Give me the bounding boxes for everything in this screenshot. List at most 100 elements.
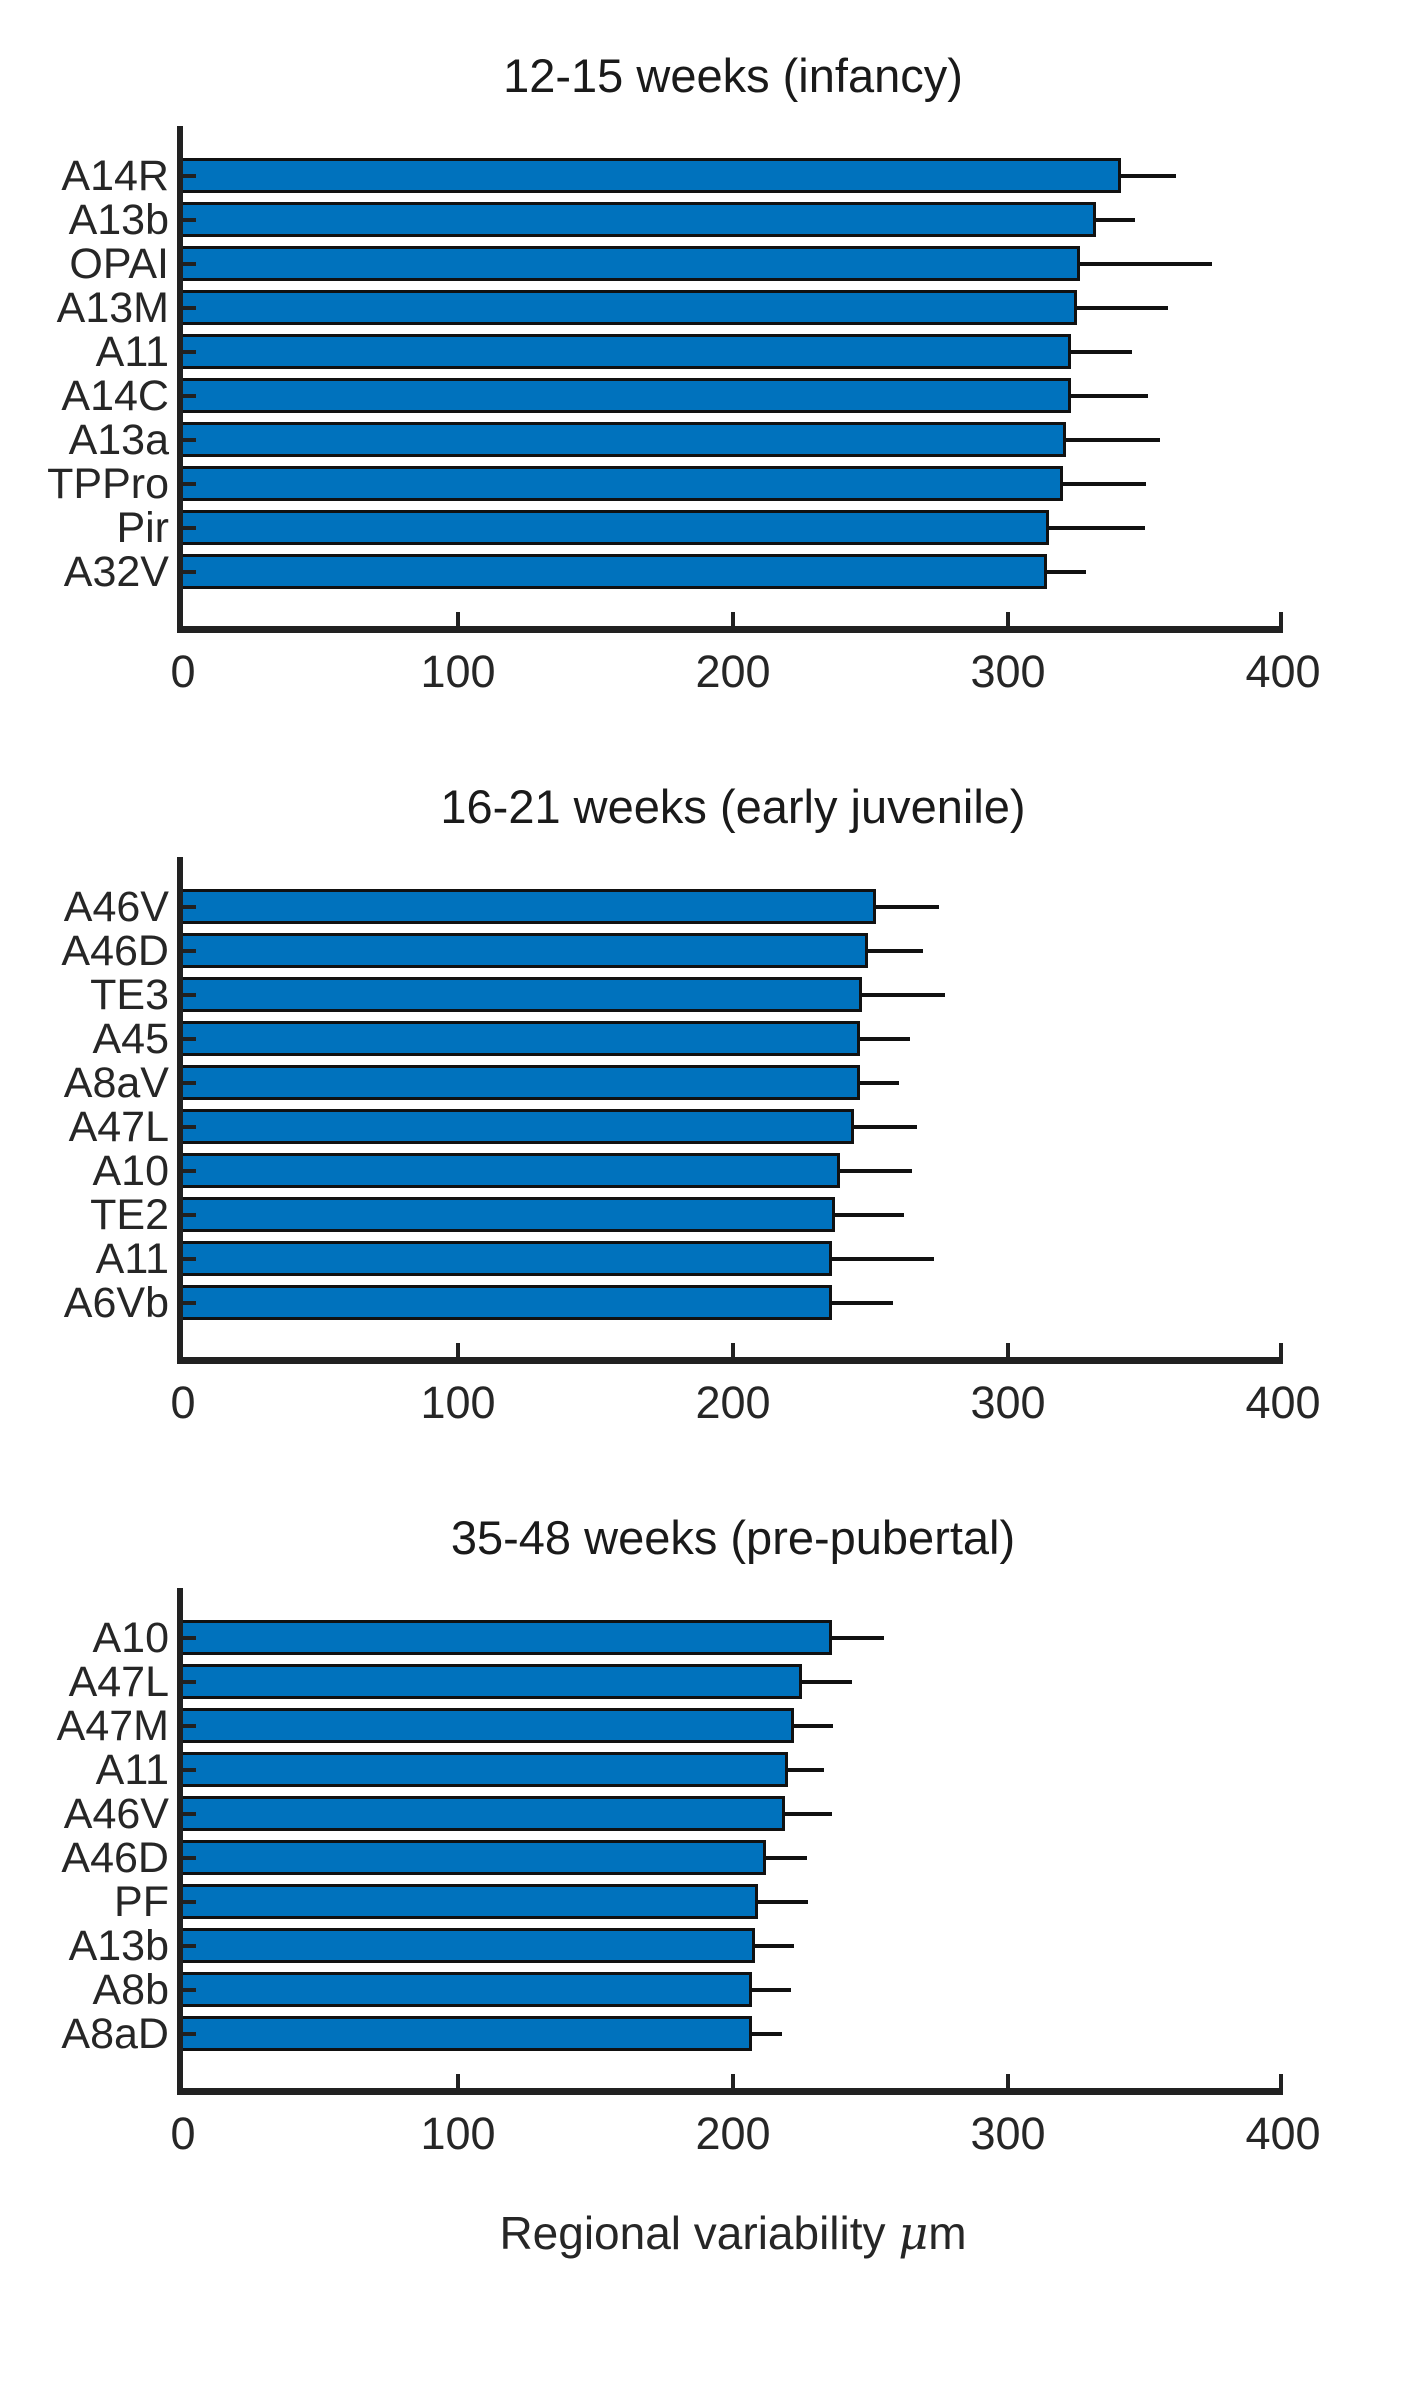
plot-wrapper: A46V A46D TE3 A45 A8aV A47L A10 TE2 A11 A6Vb: [0, 857, 1417, 1364]
error-bar: [1063, 482, 1146, 486]
y-axis-tick: [183, 1257, 196, 1261]
bar-PF: [183, 1884, 758, 1919]
y-axis-tick: [183, 1988, 196, 1992]
y-axis-label: Pir: [116, 504, 169, 552]
error-bar: [1080, 262, 1212, 266]
x-axis-label-unit: m: [928, 2207, 967, 2259]
bar-A13b: [183, 1928, 755, 1963]
y-axis-tick: [183, 350, 196, 354]
error-bar: [860, 1037, 910, 1041]
y-axis-tick: [183, 570, 196, 574]
y-axis-label: A6Vb: [63, 1279, 169, 1327]
plot-area: [177, 1588, 1283, 2095]
error-bar: [1071, 350, 1132, 354]
error-bar: [758, 1900, 808, 1904]
chart-panel-pre-pubertal: 35-48 weeks (pre-pubertal) A10 A47L A47M A1…: [0, 1502, 1417, 2173]
error-bar: [840, 1169, 912, 1173]
y-axis-tick: [183, 1680, 196, 1684]
y-axis-label: A13a: [68, 416, 169, 464]
plot-wrapper: A14R A13b OPAI A13M A11 A14C A13a TPPro Pir A32V: [0, 126, 1417, 633]
y-axis-label: A46D: [61, 1834, 169, 1882]
y-axis-tick: [183, 1724, 196, 1728]
y-axis-labels: A14R A13b OPAI A13M A11 A14C A13a TPPro Pir A32V: [0, 126, 177, 633]
chart-title: 35-48 weeks (pre-pubertal): [450, 1511, 1016, 1564]
error-bar: [1049, 526, 1145, 530]
y-axis-label: A32V: [63, 548, 169, 596]
error-bar: [860, 1081, 899, 1085]
x-axis-label-text: Regional variability: [499, 2207, 886, 2259]
y-axis-tick: [183, 1169, 196, 1173]
y-axis-label: PF: [114, 1878, 169, 1926]
x-axis-label: Regional variability μm: [183, 2203, 1283, 2263]
y-axis-label: A8b: [92, 1966, 169, 2014]
y-axis-label: A8aD: [61, 2010, 169, 2058]
x-axis-tick-label: 100: [420, 1377, 496, 1428]
y-axis-label: A45: [92, 1015, 169, 1063]
x-axis-tick-label: 200: [695, 646, 771, 697]
y-axis-tick: [183, 394, 196, 398]
x-axis-tick: [456, 612, 460, 626]
error-bar: [854, 1125, 917, 1129]
bar-A46D: [183, 1840, 766, 1875]
chart-title: 12-15 weeks (infancy): [503, 49, 963, 102]
x-axis-tick: [1279, 1343, 1283, 1357]
y-axis-labels: A10 A47L A47M A11 A46V A46D PF A13b A8b A8aD: [0, 1588, 177, 2095]
bar-A11: [183, 1752, 788, 1787]
y-axis-tick: [183, 438, 196, 442]
x-axis-tick: [456, 2074, 460, 2088]
y-axis-label: OPAI: [69, 240, 169, 288]
x-axis-tick-label: 100: [420, 2108, 496, 2159]
y-axis-tick: [183, 2032, 196, 2036]
bar-A8aV: [183, 1065, 860, 1100]
plot-wrapper: A10 A47L A47M A11 A46V A46D PF A13b A8b A8aD: [0, 1588, 1417, 2095]
bar-A11: [183, 334, 1071, 369]
y-axis-label: A11: [95, 1235, 169, 1283]
y-axis-label: A46V: [63, 1790, 169, 1838]
x-axis-tick-label: 400: [1245, 1377, 1321, 1428]
error-bar: [832, 1257, 934, 1261]
y-axis-label: A13b: [68, 196, 169, 244]
bar-A46D: [183, 933, 868, 968]
x-axis-tick-label: 400: [1245, 2108, 1321, 2159]
y-axis-tick: [183, 482, 196, 486]
y-axis-tick: [183, 174, 196, 178]
x-axis-tick-label: 200: [695, 2108, 771, 2159]
bar-A6Vb: [183, 1285, 832, 1320]
x-axis-tick: [731, 612, 735, 626]
x-axis-tick-label: 300: [970, 1377, 1046, 1428]
bar-A47L: [183, 1109, 854, 1144]
x-axis-tick: [456, 1343, 460, 1357]
y-axis-tick: [183, 1037, 196, 1041]
y-axis-tick: [183, 262, 196, 266]
y-axis-tick: [183, 993, 196, 997]
y-axis-tick: [183, 1636, 196, 1640]
x-axis-tick: [1006, 2074, 1010, 2088]
x-axis-tick: [731, 2074, 735, 2088]
y-axis-tick: [183, 1768, 196, 1772]
chart-title: 16-21 weeks (early juvenile): [440, 780, 1026, 833]
error-bar: [1077, 306, 1168, 310]
x-axis-tick: [1279, 612, 1283, 626]
bar-A13a: [183, 422, 1066, 457]
y-axis-tick: [183, 218, 196, 222]
y-axis-label: A46V: [63, 883, 169, 931]
bar-A10: [183, 1620, 832, 1655]
bar-A13M: [183, 290, 1077, 325]
x-axis-tick-label: 400: [1245, 646, 1321, 697]
error-bar: [752, 1988, 791, 1992]
y-axis-labels: A46V A46D TE3 A45 A8aV A47L A10 TE2 A11 A6Vb: [0, 857, 177, 1364]
error-bar: [755, 1944, 794, 1948]
error-bar: [835, 1213, 904, 1217]
error-bar: [794, 1724, 833, 1728]
y-axis-label: A47L: [68, 1658, 169, 1706]
error-bar: [1121, 174, 1176, 178]
error-bar: [832, 1636, 884, 1640]
bar-A32V: [183, 554, 1047, 589]
y-axis-tick: [183, 526, 196, 530]
bar-A10: [183, 1153, 840, 1188]
y-axis-label: A10: [92, 1614, 169, 1662]
y-axis-label: TPPro: [47, 460, 169, 508]
y-axis-tick: [183, 1900, 196, 1904]
x-axis-tick-labels: 0 100 200 300 400: [170, 1364, 1320, 1442]
x-axis-tick-label: 200: [695, 1377, 771, 1428]
